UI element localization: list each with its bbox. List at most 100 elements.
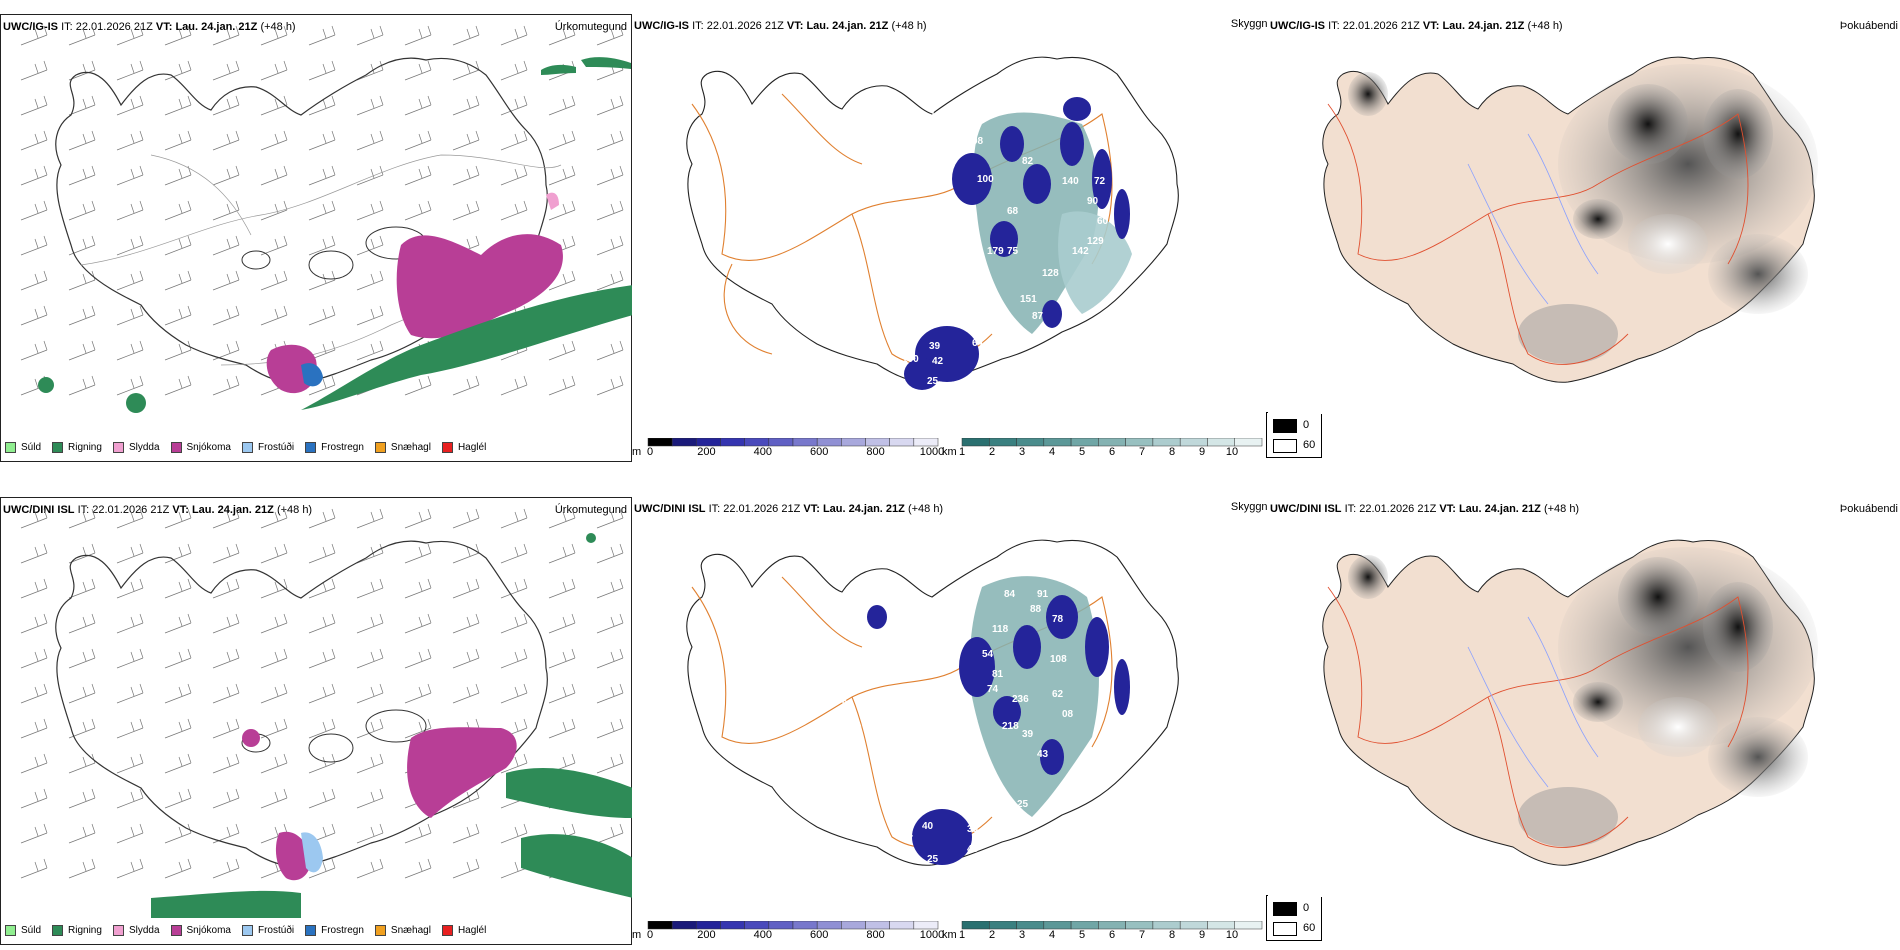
legend-label: Súld bbox=[21, 924, 42, 936]
ceiling-label: 48 bbox=[967, 844, 979, 855]
ceiling-label: 72 bbox=[1094, 176, 1106, 187]
rivers bbox=[1467, 616, 1599, 788]
precip-type-panel-1: UWC/IG-IS IT: 22.01.2026 21Z VT: Lau. 24… bbox=[0, 14, 633, 462]
panel-title: UWC/DINI ISL IT: 22.01.2026 21Z VT: Lau.… bbox=[634, 503, 944, 515]
visibility-tick-label: 8 bbox=[1168, 446, 1176, 458]
ceiling-colorbar-cell bbox=[647, 921, 673, 930]
ceiling-unit: m bbox=[632, 929, 642, 941]
ceiling-colorbar-cell bbox=[768, 438, 794, 447]
legend-label: Haglél bbox=[457, 441, 487, 453]
variable-label: Skyggni bbox=[1230, 18, 1270, 30]
legend-swatch bbox=[305, 441, 317, 453]
ceiling-colorbar-cell bbox=[744, 921, 770, 930]
legend-swatch bbox=[241, 441, 253, 453]
ceiling-tick-label: 1000 bbox=[919, 929, 945, 941]
legend-item: Slydda bbox=[112, 441, 160, 453]
visibility-tick-label: 1 bbox=[958, 446, 966, 458]
fog-scale-legend: 0 60 bbox=[1266, 412, 1322, 458]
ceiling-tick-label: 1000 bbox=[919, 446, 945, 458]
fog-scale-legend: 0 60 bbox=[1266, 895, 1322, 941]
legend-item: Haglél bbox=[441, 441, 487, 453]
ceiling-label: 25 bbox=[927, 376, 939, 387]
ceiling-label: 82 bbox=[1022, 156, 1034, 167]
legend-item: Snæhagl bbox=[374, 924, 431, 936]
ceiling-label: 151 bbox=[1020, 294, 1037, 305]
ceiling-label: 25 bbox=[1017, 799, 1029, 810]
visibility-tick-label: 6 bbox=[1108, 929, 1116, 941]
colorbars bbox=[647, 921, 1263, 930]
fog-scale-white bbox=[1273, 439, 1297, 453]
ceiling-colorbar-cell bbox=[889, 438, 915, 447]
visibility-tick-label: 2 bbox=[988, 929, 996, 941]
ceiling-label: 92 bbox=[837, 166, 849, 177]
ceiling-label: 88 bbox=[1030, 604, 1042, 615]
ceiling-label: 89 bbox=[952, 221, 964, 232]
legend-item: Súld bbox=[5, 441, 41, 453]
visibility-tick-label: 5 bbox=[1078, 446, 1086, 458]
fog-scale-white bbox=[1273, 922, 1297, 936]
ceiling-label: 140 bbox=[1062, 176, 1079, 187]
visibility-colorbar-cell bbox=[1207, 438, 1235, 447]
legend-item: Haglél bbox=[441, 924, 486, 936]
visibility-tick-label: 5 bbox=[1078, 929, 1086, 941]
ceiling-clusters bbox=[867, 595, 1130, 865]
visibility-colorbar-cell bbox=[1152, 438, 1181, 447]
ceiling-tick-label: 200 bbox=[697, 446, 716, 458]
ceiling-label: 115 bbox=[962, 719, 979, 730]
ceiling-label: 142 bbox=[1072, 246, 1089, 257]
visibility-colorbar-cell bbox=[1070, 438, 1099, 447]
visibility-colorbar-cell bbox=[1016, 438, 1045, 447]
legend-swatch bbox=[112, 441, 124, 453]
visibility-tick-label: 4 bbox=[1048, 446, 1056, 458]
fog-panel-1: UWC/IG-IS IT: 22.01.2026 21Z VT: Lau. 24… bbox=[1268, 14, 1900, 414]
legend-item: Slydda bbox=[112, 924, 160, 936]
ceiling-colorbar-cell bbox=[792, 438, 818, 447]
variable-label: Skyggni bbox=[1230, 501, 1270, 513]
ceiling-label: 98 bbox=[842, 699, 854, 710]
ceiling-colorbar-cell bbox=[865, 438, 890, 447]
ceiling-colorbar-cell bbox=[913, 921, 939, 930]
ceiling-label: 87 bbox=[862, 221, 874, 232]
visibility-tick-label: 3 bbox=[1018, 929, 1026, 941]
legend-swatch bbox=[5, 924, 16, 936]
ceiling-colorbar-cell bbox=[841, 438, 866, 447]
visibility-unit: km bbox=[942, 929, 957, 941]
panel-title: UWC/IG-IS IT: 22.01.2026 21Z VT: Lau. 24… bbox=[1270, 20, 1563, 32]
visibility-tick-label: 6 bbox=[1108, 446, 1116, 458]
iceland-coastline bbox=[55, 57, 548, 384]
visibility-colorbar-cell bbox=[1043, 438, 1072, 447]
ceiling-colorbar-cell bbox=[720, 438, 745, 447]
colorbars bbox=[647, 438, 1263, 447]
precip-type-map bbox=[20, 508, 633, 918]
ceiling-tick-label: 400 bbox=[753, 446, 772, 458]
legend-label: Snæhagl bbox=[390, 441, 431, 453]
ceiling-label: 100 bbox=[977, 174, 994, 185]
ceiling-tick-label: 200 bbox=[697, 929, 716, 941]
legend-swatch bbox=[5, 441, 16, 453]
ceiling-colorbar-cell bbox=[816, 921, 842, 930]
legend-swatch bbox=[441, 441, 453, 453]
visibility-colorbar-cell bbox=[1152, 921, 1181, 930]
visibility-tick-label: 10 bbox=[1225, 929, 1239, 941]
ceiling-label: 91 bbox=[1037, 589, 1049, 600]
ceiling-label: 129 bbox=[1087, 236, 1104, 247]
visibility-colorbar-cell bbox=[1016, 921, 1045, 930]
ceiling-label: 54 bbox=[982, 649, 994, 660]
legend-item: Frostúði bbox=[241, 924, 294, 936]
legend-label: Snæhagl bbox=[390, 924, 431, 936]
visibility-colorbar-cell bbox=[1234, 921, 1263, 930]
legend-label: Snjókoma bbox=[186, 924, 231, 936]
visibility-colorbar-cell bbox=[1070, 921, 1099, 930]
road-network bbox=[1327, 103, 1749, 365]
legend-item: Snjókoma bbox=[170, 441, 231, 453]
ceiling-label: 84 bbox=[1004, 589, 1016, 600]
legend-label: Slydda bbox=[128, 924, 160, 936]
precip-areas bbox=[38, 57, 633, 413]
ceiling-label: 87 bbox=[902, 834, 914, 845]
ceiling-colorbar-cell bbox=[744, 438, 770, 447]
ceiling-clusters bbox=[904, 97, 1130, 390]
visibility-tick-label: 9 bbox=[1198, 446, 1206, 458]
visibility-shading bbox=[973, 112, 1132, 334]
legend-label: Frostregn bbox=[321, 924, 364, 936]
ceiling-label: 42 bbox=[932, 356, 944, 367]
